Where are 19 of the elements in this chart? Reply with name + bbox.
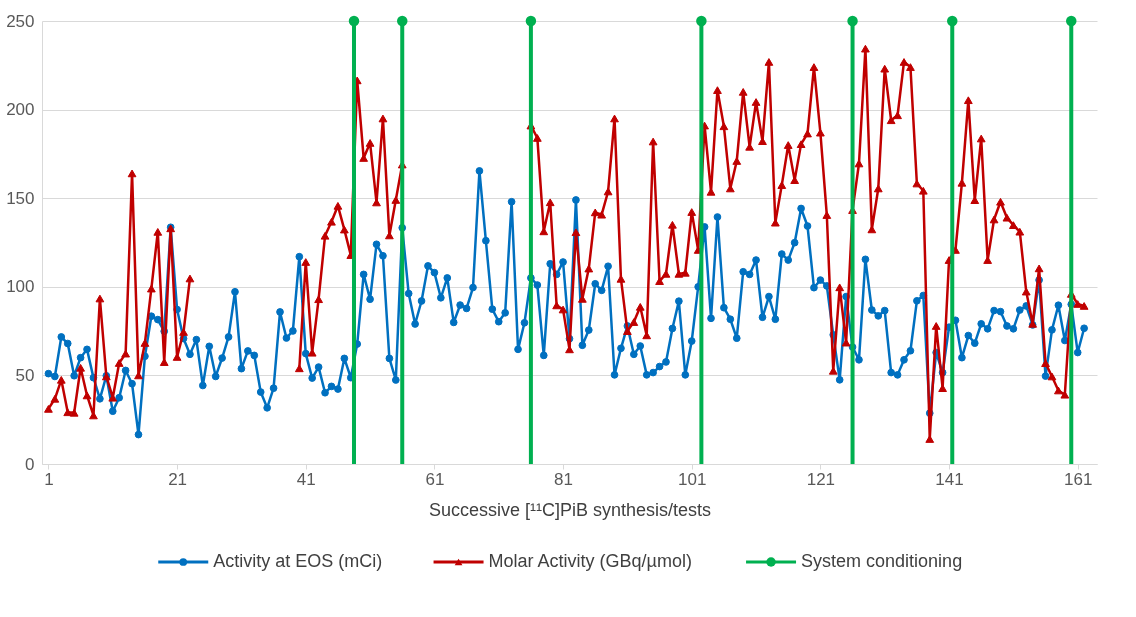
legend-label: System conditioning	[801, 551, 963, 571]
y-tick-label: 0	[25, 454, 35, 474]
y-tick-label: 150	[6, 188, 35, 208]
x-tick-label: 41	[296, 469, 316, 489]
x-tick-label: 161	[1064, 469, 1093, 489]
x-tick-label: 61	[425, 469, 445, 489]
x-tick-label: 21	[168, 469, 188, 489]
x-tick-label: 81	[554, 469, 574, 489]
x-axis-title: Successive [¹¹C]PiB synthesis/tests	[428, 499, 712, 520]
y-tick-label: 250	[6, 11, 35, 31]
y-tick-label: 100	[6, 277, 35, 297]
legend-label: Activity at EOS (mCi)	[213, 551, 383, 571]
y-tick-label: 50	[15, 365, 35, 385]
x-tick-label: 1	[44, 469, 54, 489]
legend-label: Molar Activity (GBq/µmol)	[488, 551, 692, 571]
y-tick-label: 200	[6, 100, 35, 120]
x-tick-label: 101	[678, 469, 707, 489]
x-tick-label: 141	[935, 469, 964, 489]
x-tick-label: 121	[806, 469, 836, 489]
